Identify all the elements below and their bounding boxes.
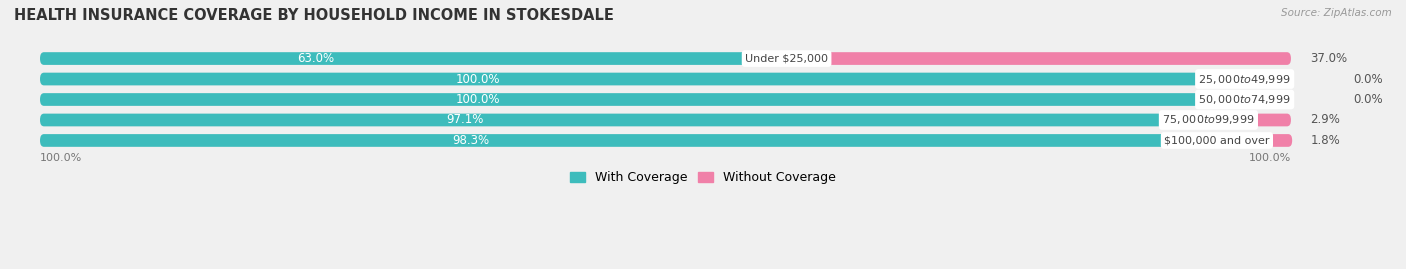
Text: 100.0%: 100.0% — [456, 93, 501, 106]
Text: 98.3%: 98.3% — [451, 134, 489, 147]
FancyBboxPatch shape — [39, 52, 828, 65]
Text: 1.8%: 1.8% — [1310, 134, 1341, 147]
Text: 0.0%: 0.0% — [1354, 93, 1384, 106]
Text: 100.0%: 100.0% — [39, 153, 83, 163]
Legend: With Coverage, Without Coverage: With Coverage, Without Coverage — [565, 166, 841, 189]
Text: Source: ZipAtlas.com: Source: ZipAtlas.com — [1281, 8, 1392, 18]
FancyBboxPatch shape — [828, 52, 1291, 65]
FancyBboxPatch shape — [39, 134, 1291, 147]
Text: $75,000 to $99,999: $75,000 to $99,999 — [1163, 114, 1254, 126]
Text: $50,000 to $74,999: $50,000 to $74,999 — [1198, 93, 1291, 106]
FancyBboxPatch shape — [1254, 114, 1291, 126]
Text: 37.0%: 37.0% — [1310, 52, 1347, 65]
FancyBboxPatch shape — [39, 73, 1291, 85]
Text: Under $25,000: Under $25,000 — [745, 54, 828, 63]
FancyBboxPatch shape — [1270, 134, 1292, 147]
Text: 2.9%: 2.9% — [1310, 114, 1340, 126]
Text: HEALTH INSURANCE COVERAGE BY HOUSEHOLD INCOME IN STOKESDALE: HEALTH INSURANCE COVERAGE BY HOUSEHOLD I… — [14, 8, 614, 23]
Text: 100.0%: 100.0% — [456, 73, 501, 86]
FancyBboxPatch shape — [39, 52, 1291, 65]
Text: $25,000 to $49,999: $25,000 to $49,999 — [1198, 73, 1291, 86]
FancyBboxPatch shape — [39, 114, 1254, 126]
FancyBboxPatch shape — [39, 93, 1291, 106]
Text: 0.0%: 0.0% — [1354, 73, 1384, 86]
FancyBboxPatch shape — [39, 134, 1270, 147]
Text: 97.1%: 97.1% — [447, 114, 484, 126]
Text: 63.0%: 63.0% — [297, 52, 335, 65]
FancyBboxPatch shape — [39, 73, 1291, 85]
FancyBboxPatch shape — [39, 114, 1291, 126]
FancyBboxPatch shape — [39, 93, 1291, 106]
Text: $100,000 and over: $100,000 and over — [1164, 136, 1270, 146]
Text: 100.0%: 100.0% — [1249, 153, 1291, 163]
